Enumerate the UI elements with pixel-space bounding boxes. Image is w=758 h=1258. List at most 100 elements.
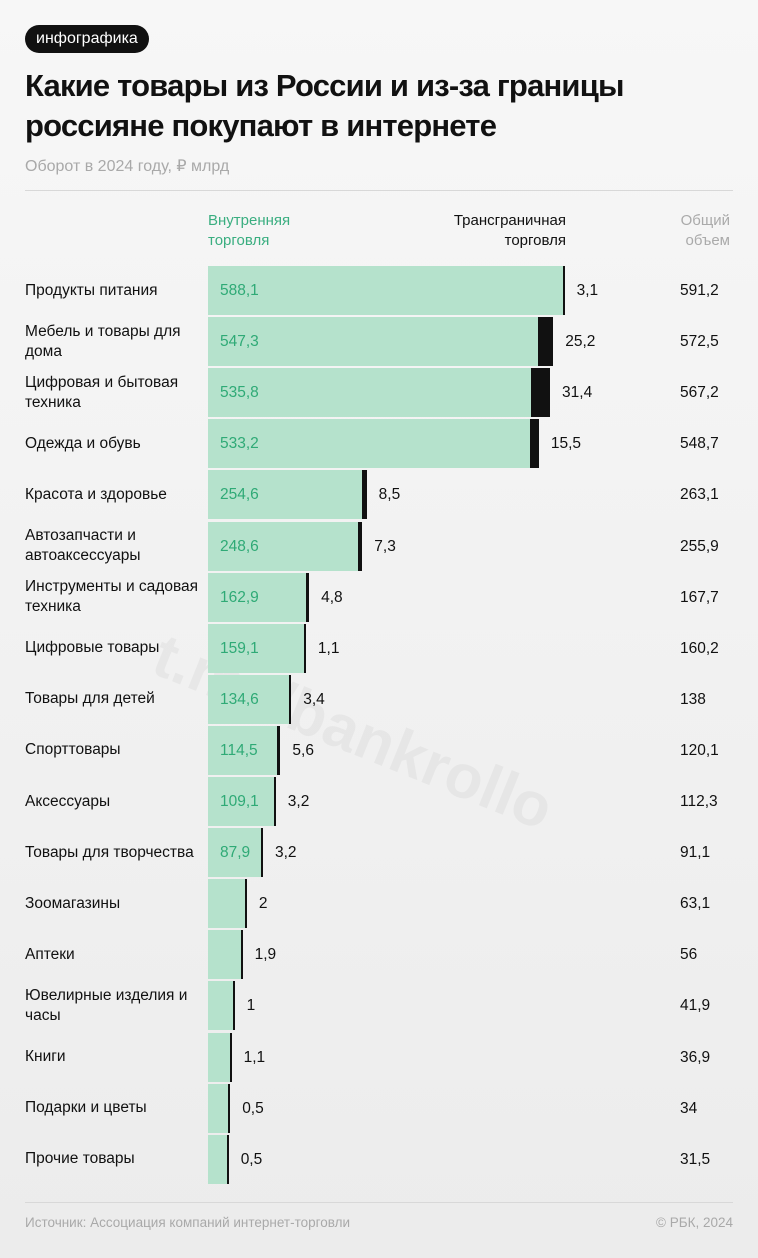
category-text: Инструменты и садовая техника bbox=[25, 578, 199, 616]
cross-border-bar bbox=[240, 930, 243, 980]
total-value-label: 160,2 bbox=[680, 639, 719, 657]
cross-border-bar bbox=[232, 981, 235, 1031]
domestic-bar bbox=[208, 777, 274, 826]
category-text: Ювелирные изделия и часы bbox=[25, 986, 188, 1024]
header-domestic: Внутренняя торговля bbox=[208, 212, 291, 249]
chart-row: Одежда и обувь 533,2 15,5 548,7 bbox=[0, 419, 758, 469]
domestic-bar bbox=[208, 674, 290, 724]
chart-row: Автозапчасти и автоаксессуары 248,6 7,3 255… bbox=[0, 521, 758, 571]
chart-row: Зоомагазины 2 63,1 bbox=[0, 879, 758, 929]
domestic-bar bbox=[208, 368, 532, 418]
cross-border-value-label: 3,2 bbox=[275, 844, 297, 862]
category-text: Товары для детей bbox=[25, 690, 155, 708]
category-label: Аксессуары bbox=[25, 777, 205, 826]
category-label: Автозапчасти и автоаксессуары bbox=[25, 522, 205, 571]
domestic-value-label: 134,6 bbox=[220, 690, 259, 708]
domestic-bar bbox=[208, 981, 233, 1031]
category-label: Цифровая и бытовая техника bbox=[25, 368, 205, 417]
total-value-label: 567,2 bbox=[680, 384, 719, 402]
chart-row: Мебель и товары для дома 547,3 25,2 572,5 bbox=[0, 317, 758, 367]
category-text: Зоомагазины bbox=[25, 894, 121, 912]
cross-border-bar bbox=[228, 1083, 231, 1133]
cross-border-value-label: 1 bbox=[246, 997, 256, 1015]
cross-border-value-label: 1,9 bbox=[254, 946, 277, 964]
category-text: Аксессуары bbox=[25, 792, 111, 810]
domestic-bar bbox=[208, 317, 539, 367]
domestic-bar bbox=[208, 1134, 227, 1184]
cross-border-value-label: 25,2 bbox=[565, 333, 596, 351]
chart-row: Товары для творчества 87,9 3,2 91,1 bbox=[0, 828, 758, 878]
cross-border-bar bbox=[529, 419, 539, 469]
cross-border-value-label: 0,5 bbox=[242, 1099, 264, 1117]
category-text: Красота и здоровье bbox=[25, 485, 167, 503]
domestic-value-label: 159,1 bbox=[220, 639, 259, 657]
cross-border-value-label: 1,1 bbox=[317, 639, 340, 657]
chart-row: Инструменты и садовая техника 162,9 4,8 167… bbox=[0, 572, 758, 622]
chart-subtitle: Оборот в 2024 году, ₽ млрд bbox=[25, 158, 230, 175]
domestic-value-label: 162,9 bbox=[220, 588, 259, 606]
category-text: Товары для творчества bbox=[25, 843, 194, 861]
total-value-label: 120,1 bbox=[680, 741, 719, 759]
total-value-label: 63,1 bbox=[680, 895, 711, 913]
domestic-bar bbox=[208, 470, 362, 520]
domestic-bar bbox=[208, 623, 304, 673]
category-label: Подарки и цветы bbox=[25, 1084, 205, 1133]
chart-row: Ювелирные изделия и часы 1 41,9 bbox=[0, 981, 758, 1031]
cross-border-bar bbox=[531, 368, 550, 418]
domestic-bar bbox=[208, 1032, 230, 1082]
cross-border-bar bbox=[273, 777, 276, 826]
category-label: Цифровые товары bbox=[25, 624, 205, 673]
category-text: Автозапчасти и автоаксессуары bbox=[25, 527, 141, 564]
cross-border-bar bbox=[244, 879, 247, 929]
total-value-label: 572,5 bbox=[680, 333, 719, 351]
chart-title: Какие товары из России и из-за границы р… bbox=[25, 68, 624, 143]
header-total: Общий объем bbox=[680, 212, 730, 249]
cross-border-value-label: 8,5 bbox=[378, 486, 401, 504]
category-text: Цифровая и бытовая техника bbox=[25, 373, 179, 411]
chart-row: Аксессуары 109,1 3,2 112,3 bbox=[0, 777, 758, 826]
chart-row: Спорттовары 114,5 5,6 120,1 bbox=[0, 725, 758, 775]
category-label: Красота и здоровье bbox=[25, 470, 205, 519]
total-value-label: 263,1 bbox=[680, 486, 719, 504]
total-value-label: 138 bbox=[680, 690, 706, 708]
cross-border-value-label: 15,5 bbox=[550, 435, 582, 453]
total-value-label: 591,2 bbox=[680, 282, 719, 299]
category-label: Спорттовары bbox=[25, 726, 205, 775]
cross-border-value-label: 31,4 bbox=[562, 384, 593, 402]
total-value-label: 36,9 bbox=[680, 1048, 711, 1066]
cross-border-bar bbox=[261, 828, 263, 878]
domestic-value-label: 533,2 bbox=[220, 435, 259, 453]
chart-row: Цифровые товары 159,1 1,1 160,2 bbox=[0, 623, 758, 673]
domestic-bar bbox=[208, 725, 278, 775]
cross-border-bar bbox=[229, 1032, 232, 1082]
cross-border-value-label: 2 bbox=[258, 895, 268, 913]
cross-border-bar bbox=[226, 1134, 229, 1184]
chart-row: Цифровая и бытовая техника 535,8 31,4 567,2 bbox=[0, 368, 758, 418]
chart-row: Продукты питания 588,1 3,1 591,2 bbox=[0, 266, 758, 315]
category-label: Мебель и товары для дома bbox=[25, 317, 205, 366]
divider bbox=[25, 190, 733, 191]
total-value-label: 41,9 bbox=[680, 997, 711, 1015]
total-value-label: 56 bbox=[680, 946, 698, 964]
cross-border-value-label: 5,6 bbox=[292, 741, 314, 759]
category-text: Цифровые товары bbox=[25, 639, 160, 657]
category-text: Подарки и цветы bbox=[25, 1099, 147, 1117]
domestic-value-label: 535,8 bbox=[220, 384, 259, 402]
domestic-bar bbox=[208, 930, 241, 980]
domestic-bar bbox=[208, 572, 307, 622]
cross-border-bar bbox=[277, 725, 281, 775]
total-value-label: 167,7 bbox=[680, 588, 719, 606]
domestic-value-label: 254,6 bbox=[220, 486, 259, 504]
category-label: Одежда и обувь bbox=[25, 419, 205, 468]
chart-row: Красота и здоровье 254,6 8,5 263,1 bbox=[0, 470, 758, 520]
chart-row: Товары для детей 134,6 3,4 138 bbox=[0, 674, 758, 724]
category-label: Прочие товары bbox=[25, 1135, 205, 1184]
domestic-bar bbox=[208, 828, 261, 878]
category-text: Спорттовары bbox=[25, 741, 121, 759]
chart-row: Прочие товары 0,5 31,5 bbox=[0, 1134, 758, 1184]
copyright: © РБК, 2024 bbox=[656, 1215, 733, 1230]
total-value-label: 255,9 bbox=[680, 537, 719, 555]
category-text: Продукты питания bbox=[25, 281, 158, 299]
total-value-label: 34 bbox=[680, 1099, 698, 1117]
cross-border-bar bbox=[562, 266, 565, 315]
